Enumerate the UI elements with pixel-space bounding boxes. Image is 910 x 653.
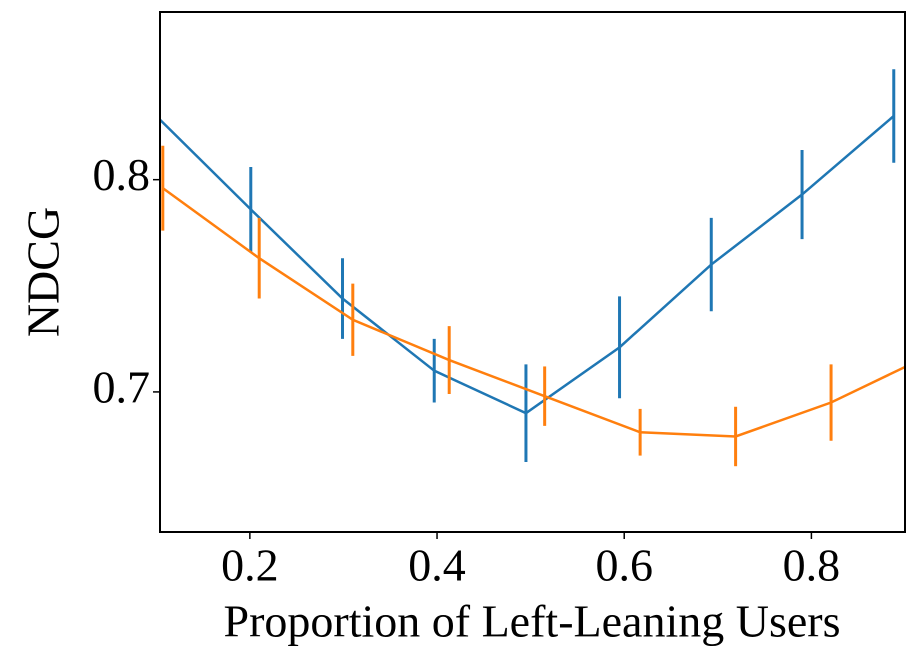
x-tick-label: 0.8 bbox=[783, 540, 841, 591]
x-tick-label: 0.2 bbox=[221, 540, 279, 591]
x-tick-label: 0.6 bbox=[595, 540, 653, 591]
x-axis-label: Proportion of Left-Leaning Users bbox=[223, 596, 840, 647]
y-tick-label: 0.8 bbox=[93, 149, 151, 200]
axes-frame bbox=[159, 11, 906, 533]
x-tick-label: 0.4 bbox=[408, 540, 466, 591]
y-tick-label: 0.7 bbox=[93, 361, 151, 412]
series-line bbox=[162, 187, 905, 438]
plot-area bbox=[160, 69, 905, 467]
y-axis-label: NDCG bbox=[18, 207, 69, 337]
